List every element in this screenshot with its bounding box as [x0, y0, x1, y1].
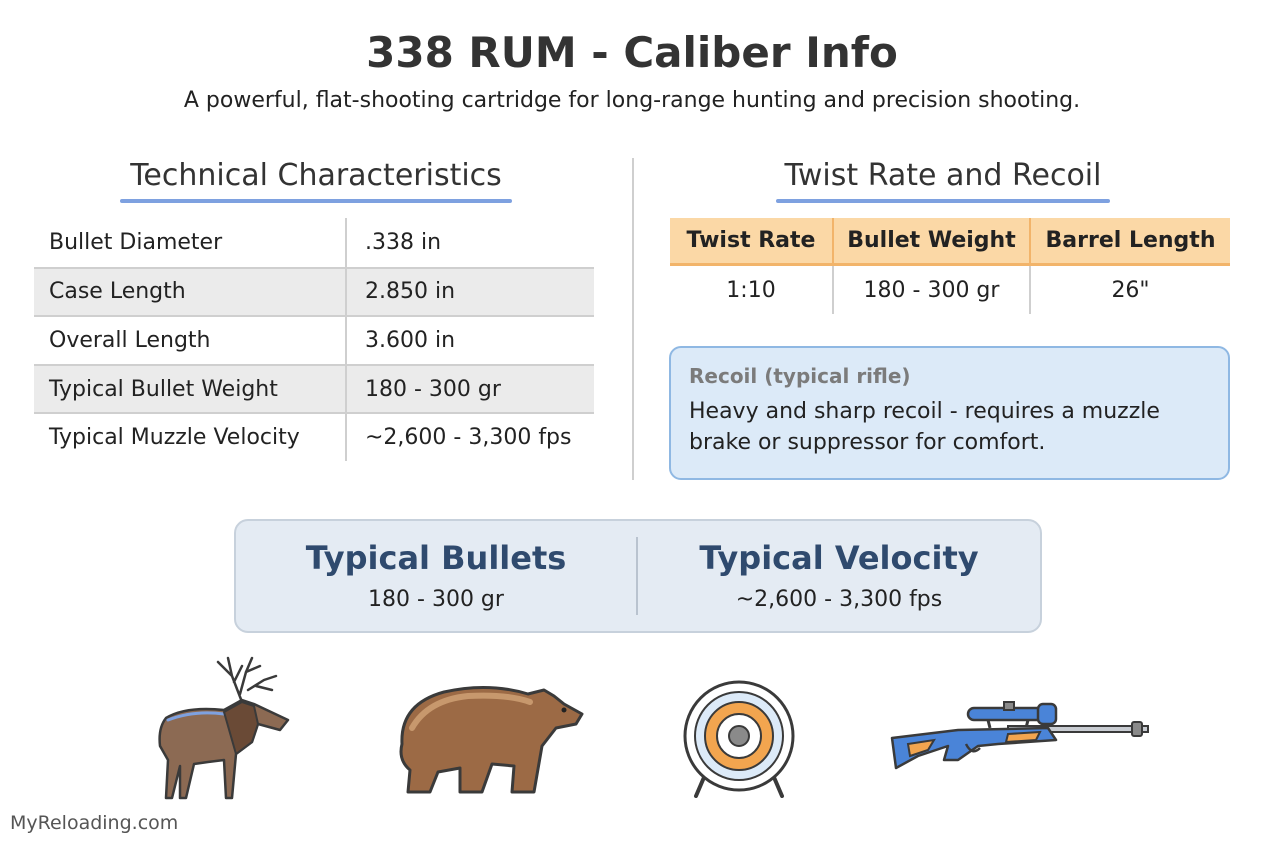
table-row: Overall Length 3.600 in: [34, 315, 594, 364]
summary-bullets-heading: Typical Bullets: [305, 539, 567, 577]
twist-heading-text: Twist Rate and Recoil: [784, 158, 1102, 193]
twist-table-header: Twist Rate Bullet Weight Barrel Length: [670, 218, 1230, 266]
technical-heading-text: Technical Characteristics: [130, 158, 502, 193]
row-label: Bullet Diameter: [34, 218, 347, 267]
twist-table: Twist Rate Bullet Weight Barrel Length 1…: [670, 218, 1230, 314]
technical-heading: Technical Characteristics: [120, 158, 512, 203]
target-icon: [683, 680, 795, 798]
summary-velocity-value: ~2,600 - 3,300 fps: [735, 587, 943, 612]
row-value: 2.850 in: [365, 279, 456, 305]
row-label: Case Length: [34, 268, 347, 316]
summary-velocity-heading: Typical Velocity: [699, 539, 979, 577]
row-label: Typical Muzzle Velocity: [34, 414, 347, 461]
table-row: Typical Bullet Weight 180 - 300 gr: [34, 363, 594, 413]
summary-velocity: Typical Velocity ~2,600 - 3,300 fps: [638, 537, 1040, 615]
recoil-text: Heavy and sharp recoil - requires a muzz…: [689, 399, 1160, 455]
section-divider: [632, 158, 634, 480]
twist-rate-value: 1:10: [670, 266, 834, 314]
row-label: Overall Length: [34, 317, 347, 364]
row-value: ~2,600 - 3,300 fps: [365, 425, 572, 451]
column-header: Barrel Length: [1045, 228, 1216, 253]
recoil-label: Recoil (typical rifle): [689, 364, 911, 388]
column-header: Twist Rate: [670, 218, 834, 263]
technical-table: Bullet Diameter .338 in Case Length 2.85…: [34, 218, 594, 461]
technical-heading-underline: [120, 199, 512, 203]
rifle-icon: [890, 701, 1149, 770]
bear-icon: [399, 686, 584, 794]
page-title: 338 RUM - Caliber Info: [366, 28, 898, 77]
barrel-length-value: 26": [1111, 277, 1150, 303]
bullet-weight-value: 180 - 300 gr: [834, 266, 1031, 314]
summary-bullets-value: 180 - 300 gr: [368, 587, 504, 612]
row-value: 3.600 in: [365, 327, 456, 353]
table-row: Case Length 2.850 in: [34, 266, 594, 316]
page-subtitle: A powerful, flat-shooting cartridge for …: [183, 88, 1081, 113]
summary-bullets: Typical Bullets 180 - 300 gr: [236, 537, 638, 615]
table-row: Typical Muzzle Velocity ~2,600 - 3,300 f…: [34, 412, 594, 461]
table-row: Bullet Diameter .338 in: [34, 218, 594, 267]
twist-heading-underline: [776, 199, 1110, 203]
elk-icon: [158, 656, 290, 800]
row-value: 180 - 300 gr: [365, 376, 501, 402]
row-label: Typical Bullet Weight: [34, 365, 347, 413]
twist-table-row: 1:10 180 - 300 gr 26": [670, 266, 1230, 314]
summary-box: Typical Bullets 180 - 300 gr Typical Vel…: [234, 519, 1042, 633]
site-watermark: MyReloading.com: [10, 812, 179, 834]
row-value: .338 in: [365, 229, 442, 255]
twist-heading: Twist Rate and Recoil: [776, 158, 1110, 203]
recoil-box: Recoil (typical rifle) Heavy and sharp r…: [669, 346, 1230, 480]
column-header: Bullet Weight: [834, 218, 1031, 263]
